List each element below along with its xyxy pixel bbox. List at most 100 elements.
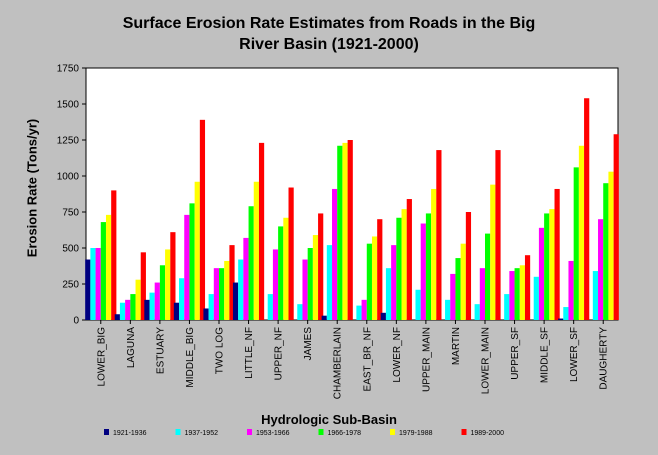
bar [460,243,466,320]
x-tick-label: LOWER_SF [569,327,580,382]
y-tick-label: 1000 [57,172,80,183]
bar [533,276,539,320]
legend-label: 1953-1966 [256,430,290,437]
bar [406,199,412,320]
bar [573,167,579,320]
bar [603,183,609,320]
bar [302,259,308,320]
bar [425,213,432,320]
bar [485,233,491,320]
y-tick-label: 1750 [57,64,80,75]
x-tick-label: EAST_BR_NF [362,327,373,391]
bar [431,188,437,320]
bar [170,232,176,320]
bar [154,282,160,320]
bar [436,150,442,320]
bar [288,187,294,320]
bar [538,227,545,320]
bar [479,268,485,320]
bar [371,236,378,320]
bar [347,140,353,320]
bar [238,259,244,320]
bar [504,294,510,320]
bar [613,134,619,320]
bar [119,302,126,320]
bar [312,235,319,320]
bar [342,142,348,320]
bar [90,248,96,320]
bar [385,268,392,320]
y-tick-label: 750 [62,208,79,219]
bar [267,294,273,320]
x-tick-label: CHAMBERLAIN [333,327,344,399]
chart-title-line1: Surface Erosion Rate Estimates from Road… [122,15,536,32]
bar [568,260,574,320]
x-tick-label: LAGUNA [126,327,137,368]
bar [213,268,219,320]
bar [173,302,180,320]
x-axis-label: Hydrologic Sub-Basin [261,412,397,427]
bar [219,268,225,320]
bar [584,98,590,321]
bar [189,203,195,320]
y-tick-label: 250 [62,280,79,291]
bar [258,142,265,320]
bar [248,206,254,320]
bar [318,213,324,320]
legend-label: 1989-2000 [471,430,505,437]
bar [450,273,456,320]
bar [401,209,407,320]
bar [396,217,402,320]
bar [307,248,313,320]
bar [140,252,146,320]
bar [356,305,362,320]
y-tick-label: 1250 [57,136,80,147]
bar [337,145,343,320]
bar [455,258,461,320]
bar [243,237,249,320]
bar [278,226,284,320]
x-tick-label: TWO LOG [215,327,226,374]
bar [159,265,166,320]
bar [361,299,367,320]
bar [203,308,209,320]
bar [130,294,136,320]
bar [85,259,91,320]
bar [144,299,150,320]
x-tick-label: UPPER_NF [274,327,285,380]
bar [111,190,117,320]
bar [105,214,112,320]
x-tick-label: MIDDLE_SF [540,327,551,383]
bar [297,304,303,320]
x-tick-label: LOWER_NF [392,327,403,383]
bar [465,212,472,320]
bar [179,278,185,320]
bar [135,279,141,320]
bar [283,217,289,320]
bar [495,150,501,320]
x-tick-label: MIDDLE_BIG [185,327,196,388]
x-tick-label: LITTLE_NF [244,327,255,379]
x-tick-label: UPPER_MAIN [421,327,432,392]
bar [272,249,279,320]
legend-label: 1921-1936 [113,430,147,437]
bar [509,271,515,320]
x-tick-label: JAMES [303,327,314,361]
legend-swatch [247,429,252,435]
bar [232,282,239,320]
bar [194,181,200,320]
bar [490,184,496,320]
x-tick-label: LOWER_BIG [96,327,107,387]
bar [114,314,120,320]
bar [592,271,599,320]
bar [184,214,190,320]
bar [514,268,520,320]
x-tick-label: MARTIN [451,327,462,365]
x-tick-label: LOWER_MAIN [481,327,492,394]
bar [554,188,560,320]
bar [165,249,171,320]
bar [578,145,585,320]
x-tick-label: DAUGHERTY [599,327,610,390]
y-tick-label: 0 [73,316,79,327]
